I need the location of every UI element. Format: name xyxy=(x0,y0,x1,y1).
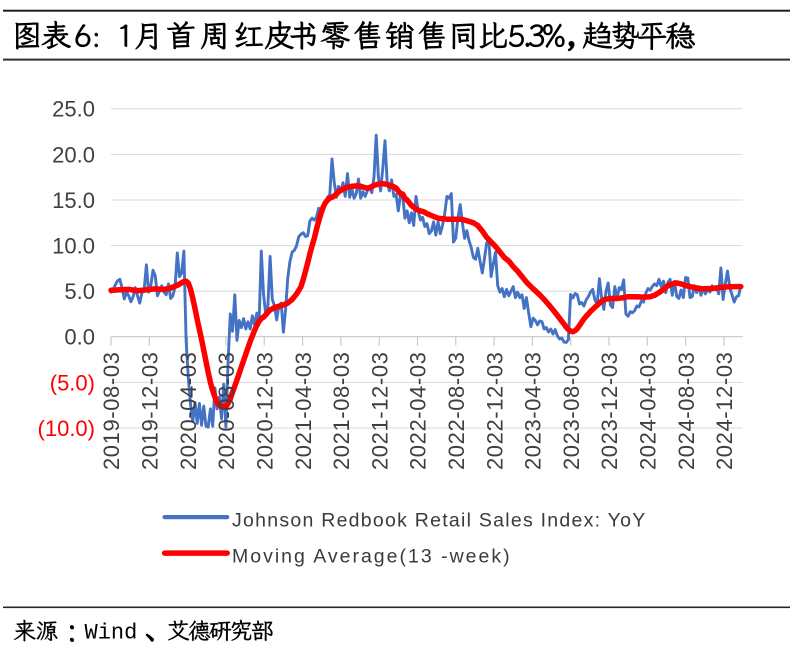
svg-text:5.0: 5.0 xyxy=(64,279,95,304)
svg-text:2021-04-03: 2021-04-03 xyxy=(291,352,316,471)
svg-text:2023-04-03: 2023-04-03 xyxy=(521,352,546,471)
svg-text:25.0: 25.0 xyxy=(52,97,95,122)
svg-text:Moving Average(13 -week): Moving Average(13 -week) xyxy=(232,546,512,568)
svg-text:2020-04-03: 2020-04-03 xyxy=(176,352,201,471)
svg-text:(10.0): (10.0) xyxy=(38,416,95,441)
svg-text:2023-12-03: 2023-12-03 xyxy=(597,352,622,471)
svg-text:2021-08-03: 2021-08-03 xyxy=(329,352,354,471)
svg-text:2022-04-03: 2022-04-03 xyxy=(406,352,431,471)
svg-text:2023-08-03: 2023-08-03 xyxy=(559,352,584,471)
svg-text:2019-08-03: 2019-08-03 xyxy=(99,352,124,471)
svg-text:Wind: Wind xyxy=(85,621,138,646)
svg-text:2024-08-03: 2024-08-03 xyxy=(674,352,699,471)
svg-text:2020-12-03: 2020-12-03 xyxy=(252,352,277,471)
svg-text:2019-12-03: 2019-12-03 xyxy=(138,352,163,471)
svg-text:10.0: 10.0 xyxy=(52,234,95,259)
svg-text:2024-12-03: 2024-12-03 xyxy=(712,352,737,471)
svg-text:(5.0): (5.0) xyxy=(50,370,95,395)
svg-text:2021-12-03: 2021-12-03 xyxy=(367,352,392,471)
svg-text:2022-08-03: 2022-08-03 xyxy=(444,352,469,471)
svg-text:2022-12-03: 2022-12-03 xyxy=(482,352,507,471)
svg-text:15.0: 15.0 xyxy=(52,188,95,213)
svg-text:20.0: 20.0 xyxy=(52,142,95,167)
svg-text:Johnson Redbook Retail Sales I: Johnson Redbook Retail Sales Index: YoY xyxy=(232,510,646,532)
svg-text:2024-04-03: 2024-04-03 xyxy=(636,352,661,471)
svg-text:2020-08-03: 2020-08-03 xyxy=(214,352,239,471)
svg-text:0.0: 0.0 xyxy=(64,325,95,350)
